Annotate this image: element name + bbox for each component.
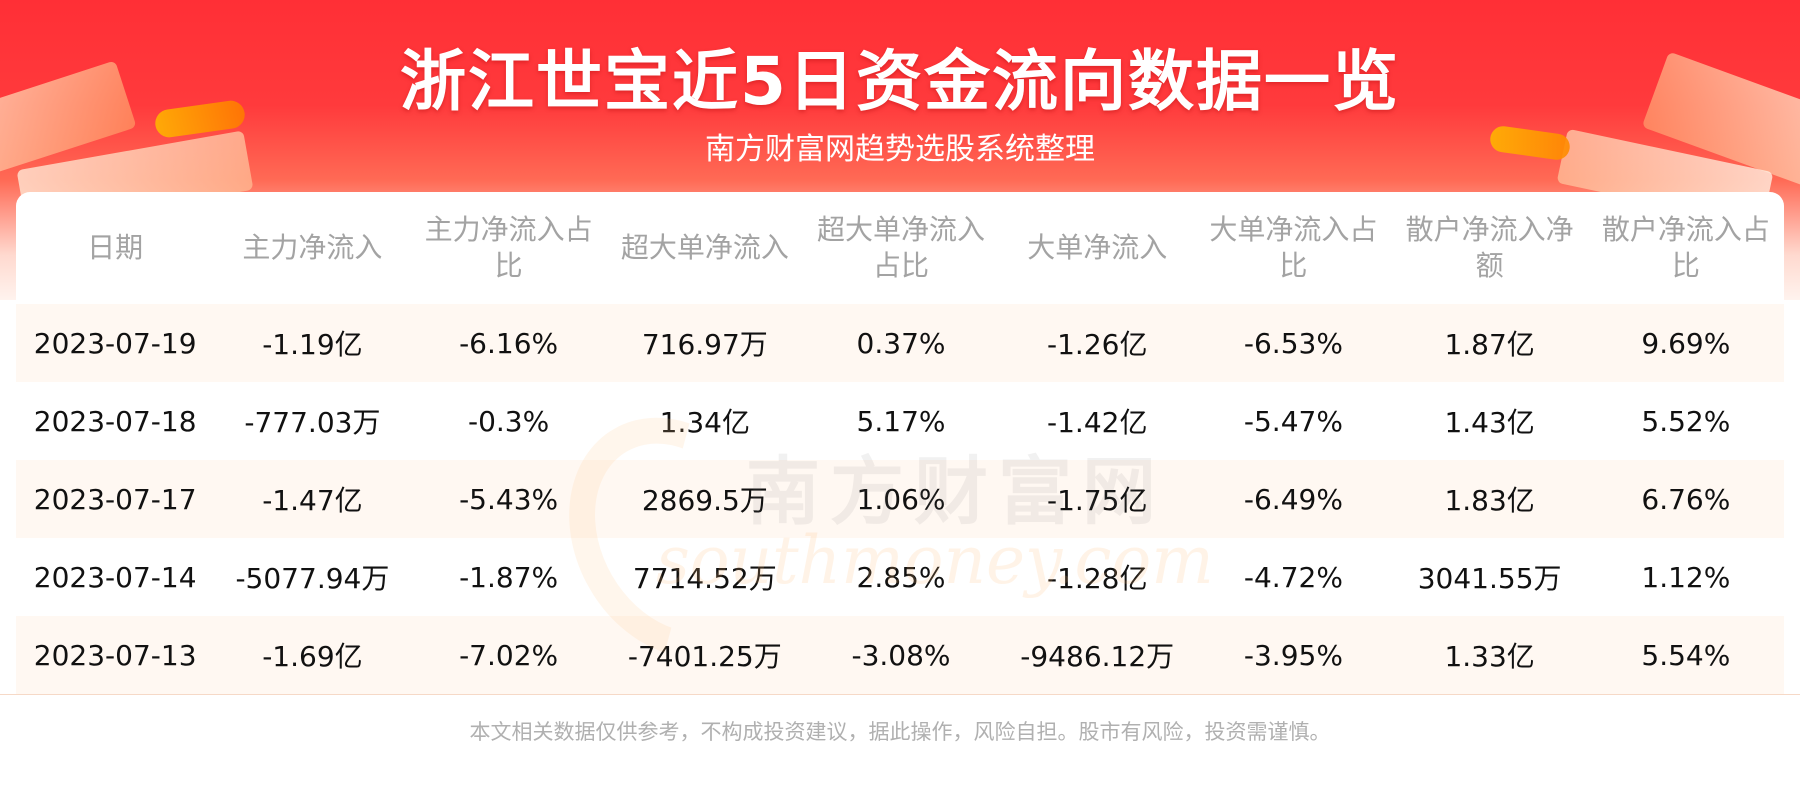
table-cell: -4.72% <box>1195 538 1392 616</box>
table-cell: 1.12% <box>1587 538 1784 616</box>
table-cell: 2023-07-19 <box>16 304 215 382</box>
table-cell: -777.03万 <box>214 382 411 460</box>
table-cell: -3.08% <box>802 616 1000 694</box>
column-header-main-ratio: 主力净流入占比 <box>424 213 593 282</box>
table-cell: -1.47亿 <box>214 460 411 538</box>
table-cell: -5.43% <box>410 460 607 538</box>
table-cell: -6.53% <box>1195 304 1392 382</box>
table-row: 2023-07-17 -1.47亿 -5.43% 2869.5万 1.06% -… <box>16 460 1784 538</box>
table-cell: -1.26亿 <box>999 304 1196 382</box>
table-cell: 0.37% <box>802 304 1000 382</box>
footer-divider <box>0 694 1800 695</box>
table-cell: -1.19亿 <box>214 304 411 382</box>
column-header-date: 日期 <box>87 231 144 264</box>
table-cell: -6.16% <box>410 304 607 382</box>
table-cell: 1.33亿 <box>1391 616 1588 694</box>
table-row: 2023-07-13 -1.69亿 -7.02% -7401.25万 -3.08… <box>16 616 1784 694</box>
table-cell: 716.97万 <box>606 304 803 382</box>
table-cell: 6.76% <box>1587 460 1784 538</box>
table-cell: -0.3% <box>410 382 607 460</box>
table-cell: -9486.12万 <box>999 616 1196 694</box>
table-cell: 5.17% <box>802 382 1000 460</box>
table-cell: 2869.5万 <box>606 460 803 538</box>
fund-flow-table: 日期 主力净流入 主力净流入占比 超大单净流入 超大单净流入占比 大单净流入 大… <box>16 192 1784 694</box>
table-cell: 1.43亿 <box>1391 382 1588 460</box>
table-cell: -1.69亿 <box>214 616 411 694</box>
page-subtitle: 南方财富网趋势选股系统整理 <box>705 132 1095 167</box>
data-panel: 日期 主力净流入 主力净流入占比 超大单净流入 超大单净流入占比 大单净流入 大… <box>16 192 1784 694</box>
column-header-large-ratio: 大单净流入占比 <box>1209 213 1378 282</box>
table-cell: 2023-07-18 <box>16 382 215 460</box>
table-cell: -5077.94万 <box>214 538 411 616</box>
table-cell: 3041.55万 <box>1391 538 1588 616</box>
table-cell: 1.06% <box>802 460 1000 538</box>
table-cell: 7714.52万 <box>606 538 803 616</box>
column-header-xl-inflow: 超大单净流入 <box>620 231 789 264</box>
column-header-retail-ratio: 散户净流入占比 <box>1601 213 1770 282</box>
table-cell: -1.87% <box>410 538 607 616</box>
table-cell: 5.54% <box>1587 616 1784 694</box>
table-cell: -1.75亿 <box>999 460 1196 538</box>
disclaimer-text: 本文相关数据仅供参考，不构成投资建议，据此操作，风险自担。股市有风险，投资需谨慎… <box>469 720 1331 744</box>
table-cell: 2023-07-14 <box>16 538 215 616</box>
table-header-row: 日期 主力净流入 主力净流入占比 超大单净流入 超大单净流入占比 大单净流入 大… <box>16 192 1784 304</box>
table-cell: -1.42亿 <box>999 382 1196 460</box>
table-cell: 1.83亿 <box>1391 460 1588 538</box>
table-cell: -6.49% <box>1195 460 1392 538</box>
table-cell: 1.34亿 <box>606 382 803 460</box>
table-cell: -1.28亿 <box>999 538 1196 616</box>
table-cell: -7401.25万 <box>606 616 803 694</box>
table-cell: 1.87亿 <box>1391 304 1588 382</box>
table-cell: 2.85% <box>802 538 1000 616</box>
column-header-large-inflow: 大单净流入 <box>1027 231 1168 264</box>
table-cell: 5.52% <box>1587 382 1784 460</box>
table-cell: 2023-07-17 <box>16 460 215 538</box>
table-cell: 2023-07-13 <box>16 616 215 694</box>
table-cell: -5.47% <box>1195 382 1392 460</box>
table-cell: -7.02% <box>410 616 607 694</box>
table-row: 2023-07-14 -5077.94万 -1.87% 7714.52万 2.8… <box>16 538 1784 616</box>
table-cell: -3.95% <box>1195 616 1392 694</box>
table-row: 2023-07-19 -1.19亿 -6.16% 716.97万 0.37% -… <box>16 304 1784 382</box>
column-header-retail-inflow: 散户净流入净额 <box>1405 213 1574 282</box>
table-cell: 9.69% <box>1587 304 1784 382</box>
column-header-xl-ratio: 超大单净流入占比 <box>817 213 986 282</box>
column-header-main-inflow: 主力净流入 <box>242 231 383 264</box>
page-title: 浙江世宝近5日资金流向数据一览 <box>400 43 1400 120</box>
table-row: 2023-07-18 -777.03万 -0.3% 1.34亿 5.17% -1… <box>16 382 1784 460</box>
